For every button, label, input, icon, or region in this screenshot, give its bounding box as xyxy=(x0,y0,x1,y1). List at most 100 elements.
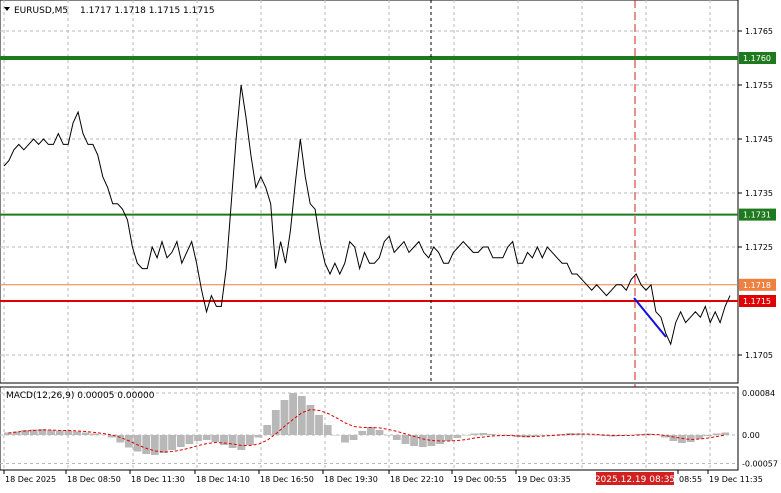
macd-bar xyxy=(479,433,488,435)
time-tick-label: 08:55 xyxy=(679,475,702,484)
time-tick-label: 19 Dec 03:35 xyxy=(517,475,571,484)
time-tick-label: 18 Dec 08:50 xyxy=(67,475,121,484)
macd-bar xyxy=(116,435,125,443)
macd-bar xyxy=(263,425,272,435)
macd-bar xyxy=(721,432,730,435)
horizontal-levels[interactable] xyxy=(0,56,738,302)
macd-bar xyxy=(315,415,323,435)
level-price-labels: 1.1760 1.1731 1.1718 1.1715 xyxy=(739,52,776,307)
symbol-label: EURUSD,M5 xyxy=(14,6,68,16)
time-axis[interactable]: 18 Dec 2025 18 Dec 08:50 18 Dec 11:30 18 De… xyxy=(3,470,763,484)
macd-bar xyxy=(289,393,297,435)
macd-bar xyxy=(695,435,704,439)
time-tick-label: 18 Dec 19:30 xyxy=(324,475,378,484)
trend-arrow[interactable] xyxy=(633,297,667,338)
macd-bar xyxy=(90,433,99,435)
macd-bar xyxy=(375,430,384,435)
macd-tick-label: 0.00 xyxy=(742,431,760,440)
macd-bar xyxy=(669,435,678,441)
macd-bar xyxy=(297,396,306,435)
macd-bar xyxy=(678,435,686,443)
highlight-time-label: 2025.12.19 08:35 xyxy=(595,475,675,485)
level-badge-middle-level xyxy=(739,208,776,221)
macd-bar xyxy=(600,435,609,436)
macd-signal-line xyxy=(8,408,726,453)
macd-bar xyxy=(660,435,669,438)
level-label-middle-level: 1.1731 xyxy=(743,211,771,220)
macd-bar xyxy=(410,435,418,446)
macd-bar xyxy=(531,435,539,437)
macd-bar xyxy=(211,435,220,442)
macd-bar xyxy=(704,435,712,436)
macd-bar xyxy=(712,433,721,435)
time-tick-label: 18 Dec 22:10 xyxy=(390,475,444,484)
macd-bar xyxy=(358,431,367,435)
macd-bar xyxy=(626,435,635,436)
macd-bar xyxy=(557,434,565,435)
macd-bar xyxy=(496,435,505,436)
macd-bar xyxy=(73,431,81,435)
macd-bar xyxy=(12,431,21,435)
price-tick-label: 1.1705 xyxy=(745,351,773,360)
time-tick-label: 19 Dec 00:55 xyxy=(453,475,507,484)
macd-bar xyxy=(384,435,393,436)
macd-bar xyxy=(436,435,444,444)
price-series-line xyxy=(3,84,731,346)
macd-bar xyxy=(38,429,47,435)
level-badge-support-level xyxy=(739,295,776,307)
macd-bar xyxy=(583,434,591,435)
macd-bar xyxy=(133,435,142,452)
macd-bar xyxy=(168,435,176,450)
macd-bar xyxy=(246,435,254,445)
price-tick-label: 1.1745 xyxy=(745,135,773,144)
chart-header: EURUSD,M5 1.1717 1.1718 1.1715 1.1715 xyxy=(4,6,215,16)
macd-bar xyxy=(453,435,462,438)
macd-bar xyxy=(228,435,237,448)
macd-bar xyxy=(306,405,315,435)
macd-bar xyxy=(652,434,660,435)
macd-bar xyxy=(271,410,280,435)
macd-bar xyxy=(341,435,349,443)
macd-bar xyxy=(64,430,73,435)
price-grid xyxy=(0,0,738,383)
macd-bar xyxy=(4,432,12,435)
macd-tick-label: 0.00084 xyxy=(742,389,775,398)
price-axis[interactable]: 1.1765 1.1755 1.1745 1.1735 1.1725 1.1705 xyxy=(738,27,773,360)
level-label-bid-price: 1.1718 xyxy=(743,281,771,290)
macd-bar xyxy=(427,435,436,446)
time-tick-label: 19 Dec 11:35 xyxy=(709,475,763,484)
macd-bar xyxy=(367,427,375,435)
macd-bar xyxy=(462,435,470,436)
level-label-support-level: 1.1715 xyxy=(743,297,771,306)
macd-bar xyxy=(194,435,202,441)
macd-bar xyxy=(220,435,228,445)
macd-bar xyxy=(349,435,358,440)
macd-bar xyxy=(617,435,626,436)
macd-bar xyxy=(401,435,410,444)
macd-bar xyxy=(280,400,289,435)
macd-bar xyxy=(254,435,263,438)
macd-bar xyxy=(332,435,341,436)
time-tick-label: 18 Dec 11:30 xyxy=(131,475,185,484)
dropdown-triangle-icon[interactable] xyxy=(4,7,10,11)
macd-bar xyxy=(159,435,168,453)
macd-bar xyxy=(470,433,479,435)
level-badge-upper-resistance xyxy=(739,52,776,64)
macd-bar xyxy=(142,435,151,454)
macd-bar xyxy=(107,435,116,438)
macd-tick-label: -0.00057 xyxy=(742,460,778,469)
time-tick-label: 18 Dec 16:50 xyxy=(260,475,314,484)
macd-bar xyxy=(565,433,574,435)
level-label-upper-resistance: 1.1760 xyxy=(743,54,771,63)
macd-bar xyxy=(634,434,643,435)
ohlc-values: 1.1717 1.1718 1.1715 1.1715 xyxy=(80,6,215,16)
macd-bar xyxy=(21,430,30,435)
macd-bar xyxy=(323,425,332,435)
macd-bar xyxy=(150,435,159,455)
macd-bar xyxy=(237,435,246,450)
macd-bar xyxy=(418,435,427,447)
price-panel[interactable] xyxy=(0,0,739,384)
time-tick-label: 18 Dec 14:10 xyxy=(196,475,250,484)
